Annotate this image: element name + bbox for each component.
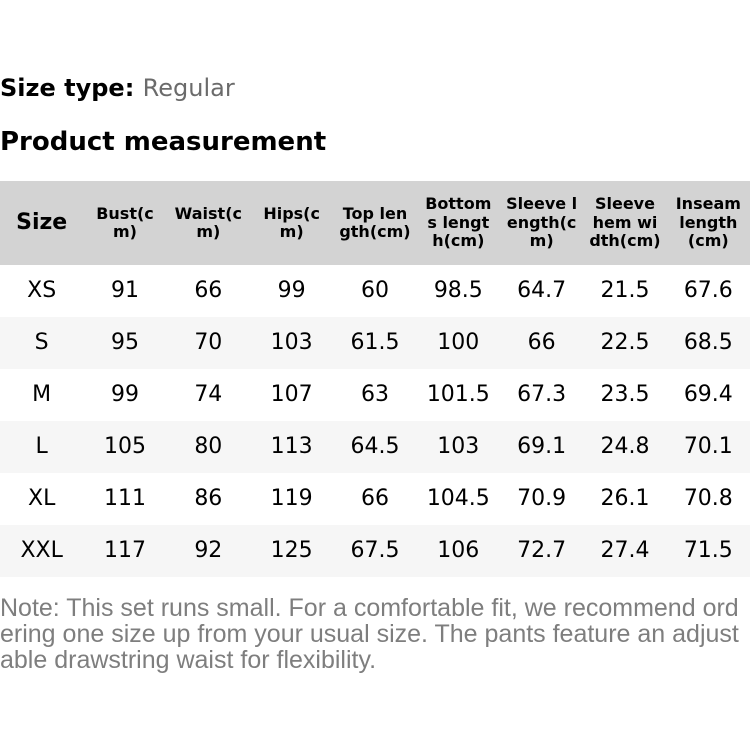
measurement-value-cell: 101.5	[416, 368, 500, 421]
measurement-value-cell: 60	[333, 264, 417, 317]
size-label-cell: L	[0, 420, 84, 473]
measurement-value-cell: 91	[83, 264, 167, 317]
size-label-cell: XXL	[0, 524, 84, 577]
measurement-value-cell: 24.8	[583, 420, 667, 473]
measurement-value-cell: 86	[166, 472, 250, 525]
table-body: XS 91 66 99 60 98.5 64.7 21.5 67.6 S 95 70 103 61.5 10…	[0, 264, 750, 577]
measurement-value-cell: 103	[249, 316, 334, 369]
measurement-value-cell: 67.5	[333, 524, 417, 577]
measurement-value-cell: 70.8	[666, 472, 750, 525]
fit-note: Note: This set runs small. For a comfort…	[0, 593, 739, 674]
product-measurement-table: Size Bust(cm) Waist(cm) Hips(cm) Top length(…	[0, 180, 750, 577]
measurement-value-cell: 113	[249, 420, 334, 473]
header-cell-bust-cm: Bust(cm)	[83, 180, 167, 265]
header-cell-top-length-cm: Top length(cm)	[333, 180, 417, 265]
measurement-value-cell: 63	[333, 368, 417, 421]
header-cell-sleeve-hem-width-cm: Sleeve hem width(cm)	[583, 180, 667, 265]
measurement-value-cell: 21.5	[583, 264, 667, 317]
measurement-value-cell: 66	[166, 264, 250, 317]
size-label-cell: XL	[0, 472, 84, 525]
measurement-value-cell: 111	[83, 472, 167, 525]
measurement-value-cell: 105	[83, 420, 167, 473]
measurement-value-cell: 67.3	[499, 368, 584, 421]
size-label-cell: M	[0, 368, 84, 421]
measurement-value-cell: 70.9	[499, 472, 584, 525]
measurement-value-cell: 98.5	[416, 264, 500, 317]
measurement-value-cell: 66	[499, 316, 584, 369]
measurement-value-cell: 106	[416, 524, 500, 577]
measurement-value-cell: 70.1	[666, 420, 750, 473]
header-cell-inseam-length-cm: Inseam length(cm)	[666, 180, 750, 265]
measurement-value-cell: 107	[249, 368, 334, 421]
measurement-value-cell: 80	[166, 420, 250, 473]
measurement-value-cell: 70	[166, 316, 250, 369]
size-type-label: Size type:	[0, 74, 135, 102]
measurement-value-cell: 119	[249, 472, 334, 525]
table-row-l: L 105 80 113 64.5 103 69.1 24.8 70.1	[0, 420, 750, 473]
table-row-xl: XL 111 86 119 66 104.5 70.9 26.1 70.8	[0, 472, 750, 525]
measurement-value-cell: 64.5	[333, 420, 417, 473]
header-cell-waist-cm: Waist(cm)	[166, 180, 250, 265]
measurement-value-cell: 104.5	[416, 472, 500, 525]
measurement-value-cell: 69.4	[666, 368, 750, 421]
size-type-heading: Size type: Regular	[0, 74, 750, 103]
header-cell-size: Size	[0, 180, 84, 265]
measurement-value-cell: 100	[416, 316, 500, 369]
size-label-cell: XS	[0, 264, 84, 317]
measurement-value-cell: 69.1	[499, 420, 584, 473]
measurement-value-cell: 125	[249, 524, 334, 577]
measurement-value-cell: 67.6	[666, 264, 750, 317]
measurement-value-cell: 71.5	[666, 524, 750, 577]
measurement-value-cell: 22.5	[583, 316, 667, 369]
measurement-value-cell: 27.4	[583, 524, 667, 577]
table-header-row: Size Bust(cm) Waist(cm) Hips(cm) Top length(…	[0, 180, 750, 265]
size-type-spacer	[134, 74, 142, 102]
measurement-value-cell: 103	[416, 420, 500, 473]
measurement-value-cell: 66	[333, 472, 417, 525]
table-row-xs: XS 91 66 99 60 98.5 64.7 21.5 67.6	[0, 264, 750, 317]
table-row-xxl: XXL 117 92 125 67.5 106 72.7 27.4 71.5	[0, 524, 750, 577]
table-row-s: S 95 70 103 61.5 100 66 22.5 68.5	[0, 316, 750, 369]
measurement-value-cell: 64.7	[499, 264, 584, 317]
measurement-value-cell: 26.1	[583, 472, 667, 525]
measurement-value-cell: 99	[249, 264, 334, 317]
measurement-value-cell: 23.5	[583, 368, 667, 421]
header-cell-hips-cm: Hips(cm)	[249, 180, 334, 265]
measurement-value-cell: 74	[166, 368, 250, 421]
measurement-value-cell: 117	[83, 524, 167, 577]
measurement-value-cell: 61.5	[333, 316, 417, 369]
table-head: Size Bust(cm) Waist(cm) Hips(cm) Top length(…	[0, 180, 750, 265]
size-label-cell: S	[0, 316, 84, 369]
size-type-value: Regular	[142, 74, 235, 102]
measurement-value-cell: 99	[83, 368, 167, 421]
product-measurement-title: Product measurement	[0, 126, 327, 157]
measurement-value-cell: 95	[83, 316, 167, 369]
measurement-value-cell: 72.7	[499, 524, 584, 577]
header-cell-sleeve-length-cm: Sleeve length(cm)	[499, 180, 584, 265]
header-cell-bottoms-length-cm: Bottoms length(cm)	[416, 180, 500, 265]
measurement-value-cell: 92	[166, 524, 250, 577]
measurement-value-cell: 68.5	[666, 316, 750, 369]
table-row-m: M 99 74 107 63 101.5 67.3 23.5 69.4	[0, 368, 750, 421]
